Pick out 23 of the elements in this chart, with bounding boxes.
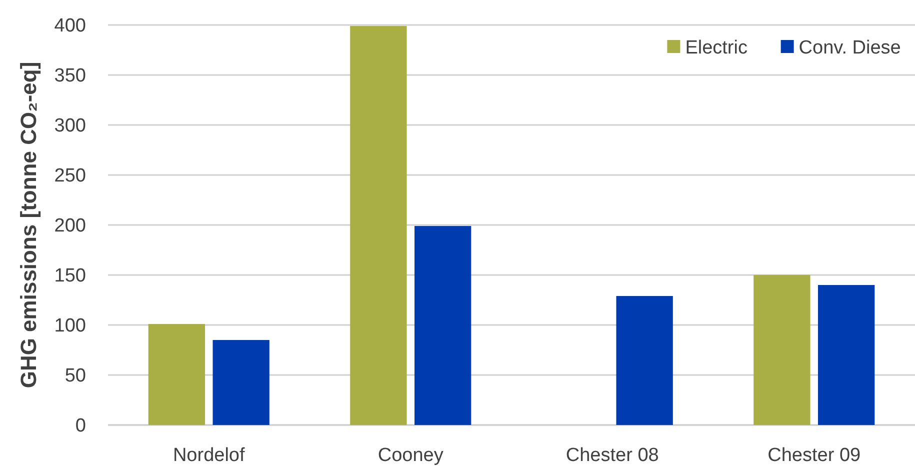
x-tick-label: Chester 08 (566, 445, 659, 466)
bar (414, 226, 472, 425)
y-tick-label: 150 (54, 266, 86, 287)
bar (818, 285, 875, 425)
y-tick-label: 250 (54, 166, 86, 187)
legend-label: Electric (685, 38, 748, 59)
x-tick-label: Cooney (378, 445, 444, 466)
y-axis-title: GHG emissions [tonne CO₂-eq] (16, 62, 41, 388)
y-tick-label: 50 (64, 366, 86, 387)
y-tick-label: 300 (54, 116, 86, 137)
bar (148, 324, 206, 425)
bar (212, 340, 270, 425)
y-tick-label: 350 (54, 66, 86, 87)
bar (350, 26, 407, 425)
x-tick-label: Nordelof (172, 445, 246, 466)
y-tick-label: 0 (75, 416, 86, 437)
y-tick-label: 200 (54, 216, 86, 237)
bar (616, 296, 673, 425)
y-tick-label: 100 (54, 316, 86, 337)
bar (754, 275, 810, 425)
x-tick-label: Chester 09 (768, 445, 861, 466)
y-tick-label: 400 (54, 16, 86, 37)
legend-label: Conv. Diese (798, 38, 901, 59)
